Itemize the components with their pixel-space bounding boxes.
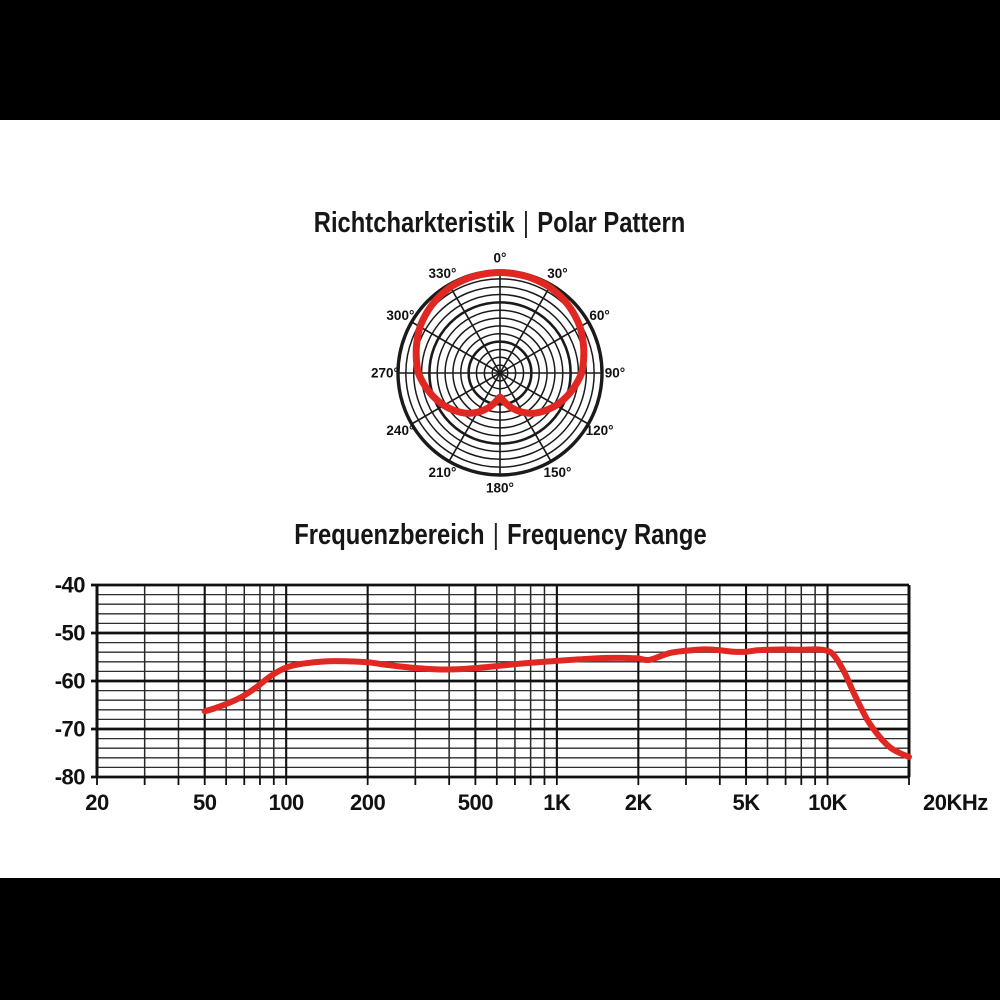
freq-y-tick-label: -60 bbox=[55, 669, 86, 694]
polar-angle-label: 90° bbox=[605, 366, 625, 381]
polar-grid-spoke bbox=[411, 321, 501, 374]
freq-title-english: Frequency Range bbox=[506, 519, 707, 551]
freq-response-curve bbox=[201, 646, 912, 760]
polar-angle-label: 60° bbox=[589, 308, 609, 323]
top-black-band bbox=[0, 0, 1000, 120]
polar-angle-label: 120° bbox=[586, 423, 614, 438]
polar-grid-spoke bbox=[499, 372, 552, 462]
polar-angle-label: 150° bbox=[544, 465, 572, 480]
polar-grid-spoke bbox=[448, 284, 501, 374]
freq-y-tick-label: -40 bbox=[55, 573, 86, 598]
freq-x-tick-label: 2K bbox=[625, 790, 653, 815]
freq-y-tick-label: -80 bbox=[55, 765, 86, 790]
freq-x-tick-label: 50 bbox=[193, 790, 217, 815]
polar-angle-label: 180° bbox=[486, 481, 514, 496]
freq-y-tick-label: -70 bbox=[55, 717, 86, 742]
freq-x-tick-label: 5K bbox=[732, 790, 760, 815]
freq-x-tick-label: 10K bbox=[808, 790, 847, 815]
polar-angle-label: 270° bbox=[371, 366, 399, 381]
polar-pattern-chart: 0° 30° 60° 90° 120° 150° 180° 210° 240° 270° 300° 3… bbox=[371, 251, 625, 496]
freq-x-tick-label: 100 bbox=[269, 790, 304, 815]
polar-grid-spoke bbox=[411, 372, 501, 425]
freq-x-tick-label: 20 bbox=[85, 790, 109, 815]
polar-angle-label: 330° bbox=[429, 266, 457, 281]
polar-angle-label: 210° bbox=[429, 465, 457, 480]
polar-grid-spoke bbox=[499, 284, 552, 374]
polar-angle-label: 0° bbox=[494, 251, 507, 266]
freq-section-title: Frequenzbereich | Frequency Range bbox=[0, 519, 1000, 552]
bottom-black-band bbox=[0, 878, 1000, 1000]
polar-angle-label: 300° bbox=[386, 308, 414, 323]
polar-section-title: Richtcharkteristik | Polar Pattern bbox=[0, 207, 1000, 240]
freq-title-german: Frequenzbereich bbox=[293, 519, 485, 551]
freq-x-tick-label: 200 bbox=[350, 790, 385, 815]
polar-angle-label: 30° bbox=[547, 266, 567, 281]
polar-grid-spoke bbox=[448, 372, 501, 462]
polar-title-separator: | bbox=[523, 207, 530, 239]
freq-title-separator: | bbox=[492, 519, 499, 551]
polar-angle-label: 240° bbox=[386, 423, 414, 438]
freq-y-tick-label: -50 bbox=[55, 621, 86, 646]
polar-title-german: Richtcharkteristik bbox=[314, 207, 516, 239]
polar-pattern-curve bbox=[412, 269, 588, 417]
freq-x-tick-label: 20KHz bbox=[923, 790, 988, 815]
polar-grid-spoke bbox=[499, 321, 589, 374]
polar-grid-spoke bbox=[499, 372, 589, 425]
freq-x-tick-label: 1K bbox=[543, 790, 571, 815]
freq-x-tick-label: 500 bbox=[458, 790, 493, 815]
polar-title-english: Polar Pattern bbox=[537, 207, 686, 239]
